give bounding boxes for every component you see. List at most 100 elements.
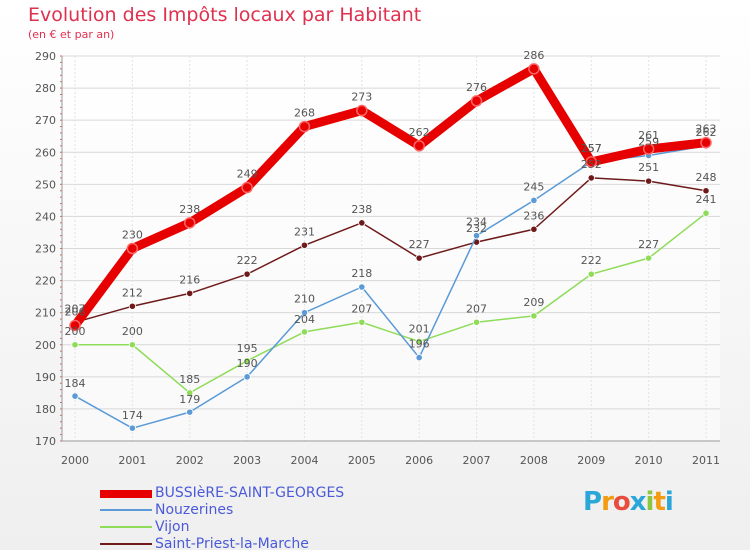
x-tick-label: 2007 [463, 454, 491, 467]
legend-swatch-bussiere [100, 490, 152, 498]
y-tick-label: 220 [35, 275, 56, 288]
legend-swatch-nouzerines [100, 509, 152, 511]
y-tick-label: 230 [35, 243, 56, 256]
data-label: 218 [351, 267, 372, 280]
chart-subtitle: (en € et par an) [28, 28, 115, 41]
legend-label-vijon: Vijon [155, 519, 190, 535]
x-tick-label: 2004 [290, 454, 318, 467]
series-line-saint-priest-la-marche [74, 177, 707, 324]
data-label: 195 [237, 342, 258, 355]
data-point-bussi-re-saint-georges [700, 136, 712, 149]
data-label: 245 [523, 180, 544, 193]
data-point-vijon [587, 270, 595, 278]
y-tick-label: 210 [35, 307, 56, 320]
data-point-vijon [71, 341, 79, 349]
data-label: 184 [65, 377, 86, 390]
x-tick-label: 2011 [692, 454, 720, 467]
y-tick-label: 280 [35, 82, 56, 95]
data-point-saint-priest-la-marche [358, 219, 366, 227]
legend-label-nouzerines: Nouzerines [155, 502, 234, 518]
data-label: 216 [179, 273, 200, 286]
data-point-bussi-re-saint-georges [642, 143, 655, 155]
data-point-saint-priest-la-marche [415, 254, 423, 262]
data-point-nouzerines [358, 283, 366, 291]
data-point-saint-priest-la-marche [243, 270, 251, 278]
legend-swatch-saint-priest [100, 543, 152, 545]
data-point-vijon [472, 318, 481, 326]
data-point-vijon [243, 357, 251, 365]
data-point-vijon [645, 254, 653, 262]
data-label: 190 [237, 357, 258, 370]
data-label: 241 [696, 193, 717, 206]
data-point-saint-priest-la-marche [186, 289, 194, 298]
series-line-bussi-re-saint-georges [70, 64, 711, 330]
data-point-nouzerines [300, 309, 309, 317]
data-label: 209 [523, 296, 544, 309]
x-tick-label: 2003 [233, 454, 261, 467]
data-label: 200 [65, 325, 86, 338]
data-point-bussi-re-saint-georges [528, 63, 540, 75]
logo-letter: x [629, 487, 647, 517]
data-label: 227 [409, 238, 430, 251]
x-tick-label: 2005 [348, 454, 376, 467]
data-label: 231 [294, 225, 315, 238]
data-label: 207 [466, 302, 487, 315]
data-label: 204 [294, 313, 315, 326]
x-tick-label: 2009 [577, 454, 605, 467]
x-tick-label: 2006 [405, 454, 433, 467]
data-label: 257 [581, 142, 602, 155]
data-label: 174 [122, 409, 143, 422]
legend-label-saint-priest: Saint-Priest-la-Marche [155, 536, 309, 552]
data-point-bussi-re-saint-georges [69, 319, 81, 332]
data-point-nouzerines [128, 424, 136, 432]
logo-letter: P [583, 487, 602, 517]
y-tick-label: 250 [35, 178, 56, 191]
data-label: 251 [638, 161, 659, 174]
logo-letter: t [653, 487, 665, 517]
data-point-bussi-re-saint-georges [126, 242, 139, 255]
chart-title: Evolution des Impôts locaux par Habitant [28, 4, 422, 26]
data-label: 232 [466, 222, 487, 235]
data-label: 262 [696, 126, 717, 139]
data-point-nouzerines [243, 373, 251, 381]
data-point-bussi-re-saint-georges [298, 120, 311, 133]
data-point-nouzerines [472, 232, 481, 240]
logo-letter: o [612, 487, 631, 517]
data-point-nouzerines [415, 353, 423, 362]
data-label: 179 [179, 393, 200, 406]
data-label: 238 [351, 203, 372, 216]
data-point-bussi-re-saint-georges [585, 156, 598, 168]
data-point-saint-priest-la-marche [300, 241, 309, 249]
data-label: 222 [237, 254, 258, 267]
data-point-nouzerines [530, 196, 538, 204]
data-label: 273 [351, 91, 372, 104]
logo-letter: i [645, 487, 655, 517]
data-point-bussi-re-saint-georges [356, 104, 368, 117]
data-label: 238 [179, 203, 200, 216]
data-point-saint-priest-la-marche [530, 225, 538, 233]
axis-layer: 170 180 190 200 210 220 230 240 250 260 270 280 290 2… [35, 50, 720, 467]
data-label: 248 [696, 171, 717, 184]
data-point-bussi-re-saint-georges [183, 217, 196, 229]
data-label: 207 [65, 302, 86, 315]
data-point-vijon [702, 209, 710, 217]
logo-letter: i [664, 487, 674, 517]
y-tick-label: 180 [35, 403, 56, 416]
legend-label-bussiere: BUSSIèRE-SAINT-GEORGES [155, 485, 345, 501]
x-tick-label: 2008 [520, 454, 548, 467]
x-tick-label: 2000 [61, 454, 89, 467]
data-point-bussi-re-saint-georges [413, 140, 425, 152]
legend-swatch-vijon [100, 526, 152, 528]
data-label: 249 [237, 168, 258, 181]
data-label: 207 [351, 302, 372, 315]
data-point-nouzerines [186, 408, 194, 416]
data-point-saint-priest-la-marche [128, 302, 136, 310]
data-point-bussi-re-saint-georges [241, 181, 253, 194]
y-tick-label: 270 [35, 114, 56, 127]
data-label: 185 [179, 373, 200, 386]
label-layer: 207 212 216 222 231 238 227 232 236 252 251 248 200 2… [65, 49, 717, 422]
y-tick-label: 240 [35, 210, 56, 223]
data-label: 227 [638, 238, 659, 251]
data-label: 201 [409, 323, 430, 336]
